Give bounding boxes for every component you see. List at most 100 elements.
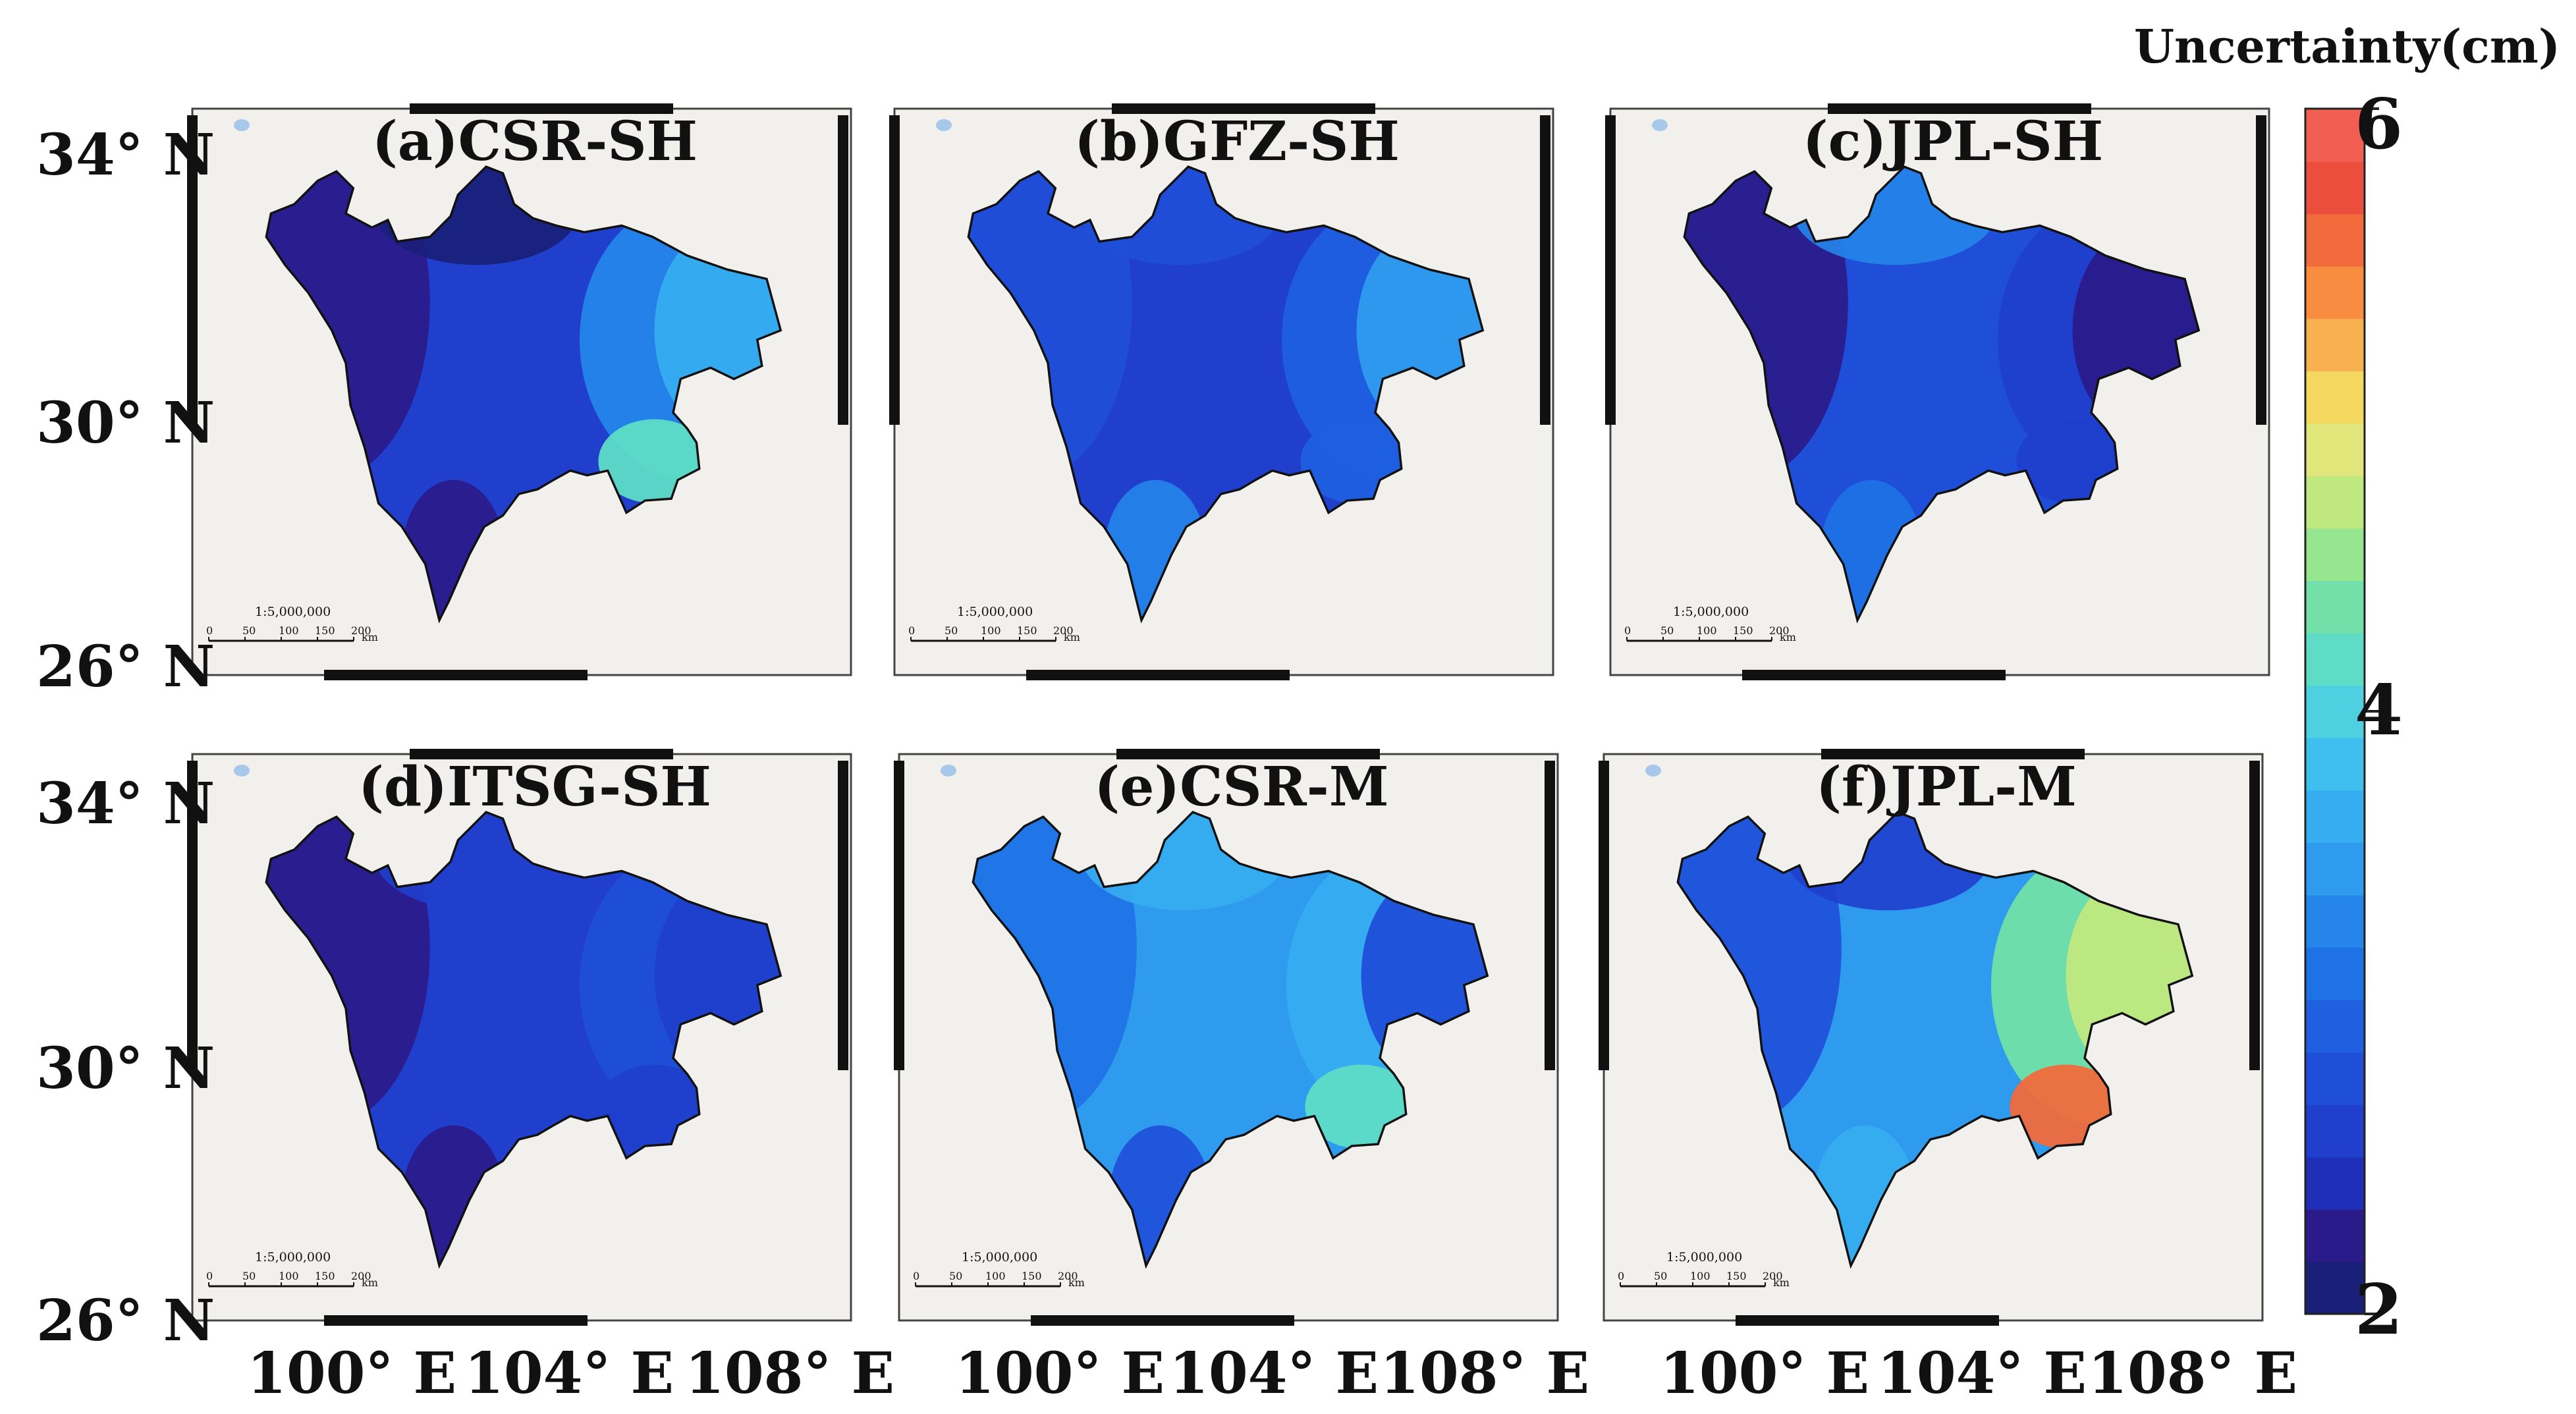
lon-label-104-col3: 104° E [1877,1340,2087,1407]
panel-title: (b)GFZ-SH [1074,110,1400,173]
scale-tick: 0 [913,1270,919,1282]
frame-bar-bottom [324,1315,588,1326]
lon-label-108-col2: 108° E [1380,1340,1589,1407]
frame-bar-bottom [1736,1315,1999,1326]
scale-tick: 200 [1053,624,1074,637]
lon-label-104-col2: 104° E [1169,1340,1379,1407]
scale-tick: 100 [279,624,299,637]
colorbar-segment [2305,1209,2365,1263]
scale-tick: 50 [1654,1270,1667,1282]
scale-tick: 150 [1022,1270,1042,1282]
scale-tick: 200 [1769,624,1790,637]
colorbar-segment [2305,1052,2365,1105]
colorbar-segment [2305,109,2365,162]
lon-label-108-col1: 108° E [685,1340,894,1407]
colorbar [2304,107,2379,1315]
scale-tick: 100 [985,1270,1006,1282]
colorbar-segment [2305,423,2365,476]
scale-tick: 200 [351,624,371,637]
scale-tick: 50 [242,1270,256,1282]
scale-unit: km [1773,1276,1790,1289]
frame-bar-left [187,761,198,1070]
lon-label-104-col1: 104° E [464,1340,674,1407]
frame-bar-right [2256,115,2266,425]
scale-ratio: 1:5,000,000 [1666,1250,1742,1264]
colorbar-segment [2305,370,2365,424]
scale-tick: 0 [1624,624,1631,637]
colorbar-segment [2305,947,2365,1000]
colorbar-segment [2305,580,2365,634]
scale-ratio: 1:5,000,000 [255,605,331,619]
frame-bar-top [410,103,673,114]
lat-label-26-top: 26° N [36,634,215,700]
scale-tick: 50 [1660,624,1674,637]
colorbar-segment [2305,265,2365,319]
colorbar-title: Uncertainty(cm) [2134,19,2560,74]
scale-ratio: 1:5,000,000 [1673,605,1749,619]
lake-mark [234,765,250,776]
scale-ratio: 1:5,000,000 [255,1250,331,1264]
lake-mark [234,119,250,131]
scale-ratio: 1:5,000,000 [962,1250,1037,1264]
frame-bar-right [1545,761,1555,1070]
colorbar-segment [2305,632,2365,686]
scale-tick: 100 [1697,624,1717,637]
region-boundary [1676,811,2194,1269]
frame-bar-bottom [1031,1315,1294,1326]
scale-tick: 0 [206,1270,213,1282]
scale-tick: 100 [279,1270,299,1282]
colorbar-segment [2305,528,2365,582]
colorbar-segment [2305,1104,2365,1158]
scale-tick: 150 [1017,624,1037,637]
frame-bar-top [1112,103,1375,114]
lat-label-30-bottom: 30° N [36,1035,215,1102]
scale-tick: 100 [1690,1270,1711,1282]
lon-label-100-col2: 100° E [955,1340,1165,1407]
scale-tick: 150 [1726,1270,1747,1282]
scale-tick: 0 [908,624,915,637]
region-boundary [967,165,1485,624]
scale-ratio: 1:5,000,000 [957,605,1033,619]
frame-bar-left [1605,115,1616,425]
scale-tick: 200 [1763,1270,1783,1282]
frame-bar-right [2249,761,2260,1070]
colorbar-segment [2305,894,2365,948]
scale-tick: 100 [981,624,1001,637]
colorbar-segment [2305,842,2365,896]
scale-tick: 50 [949,1270,962,1282]
lat-label-34-bottom: 34° N [36,771,215,837]
scale-tick: 200 [351,1270,371,1282]
colorbar-segment [2305,1261,2365,1315]
scale-unit: km [1068,1276,1085,1289]
colorbar-tick-2: 2 [2355,1268,2403,1350]
region-boundary [265,811,782,1269]
scale-tick: 150 [315,1270,335,1282]
lake-mark [1645,765,1661,776]
panel-title: (d)ITSG-SH [358,755,711,819]
scale-tick: 150 [315,624,335,637]
lon-label-100-col1: 100° E [247,1340,456,1407]
colorbar-segment [2305,999,2365,1053]
colorbar-segment [2305,1156,2365,1210]
scale-tick: 0 [206,624,213,637]
lon-label-108-col3: 108° E [2088,1340,2297,1407]
region-boundary [972,811,1489,1269]
scale-tick: 50 [242,624,256,637]
colorbar-segment [2305,737,2365,791]
lat-label-30-top: 30° N [36,390,215,456]
frame-bar-left [894,761,904,1070]
frame-bar-bottom [324,670,588,680]
frame-bar-top [410,749,673,759]
frame-bar-right [838,115,848,425]
colorbar-tick-6: 6 [2355,83,2403,165]
frame-bar-right [838,761,848,1070]
